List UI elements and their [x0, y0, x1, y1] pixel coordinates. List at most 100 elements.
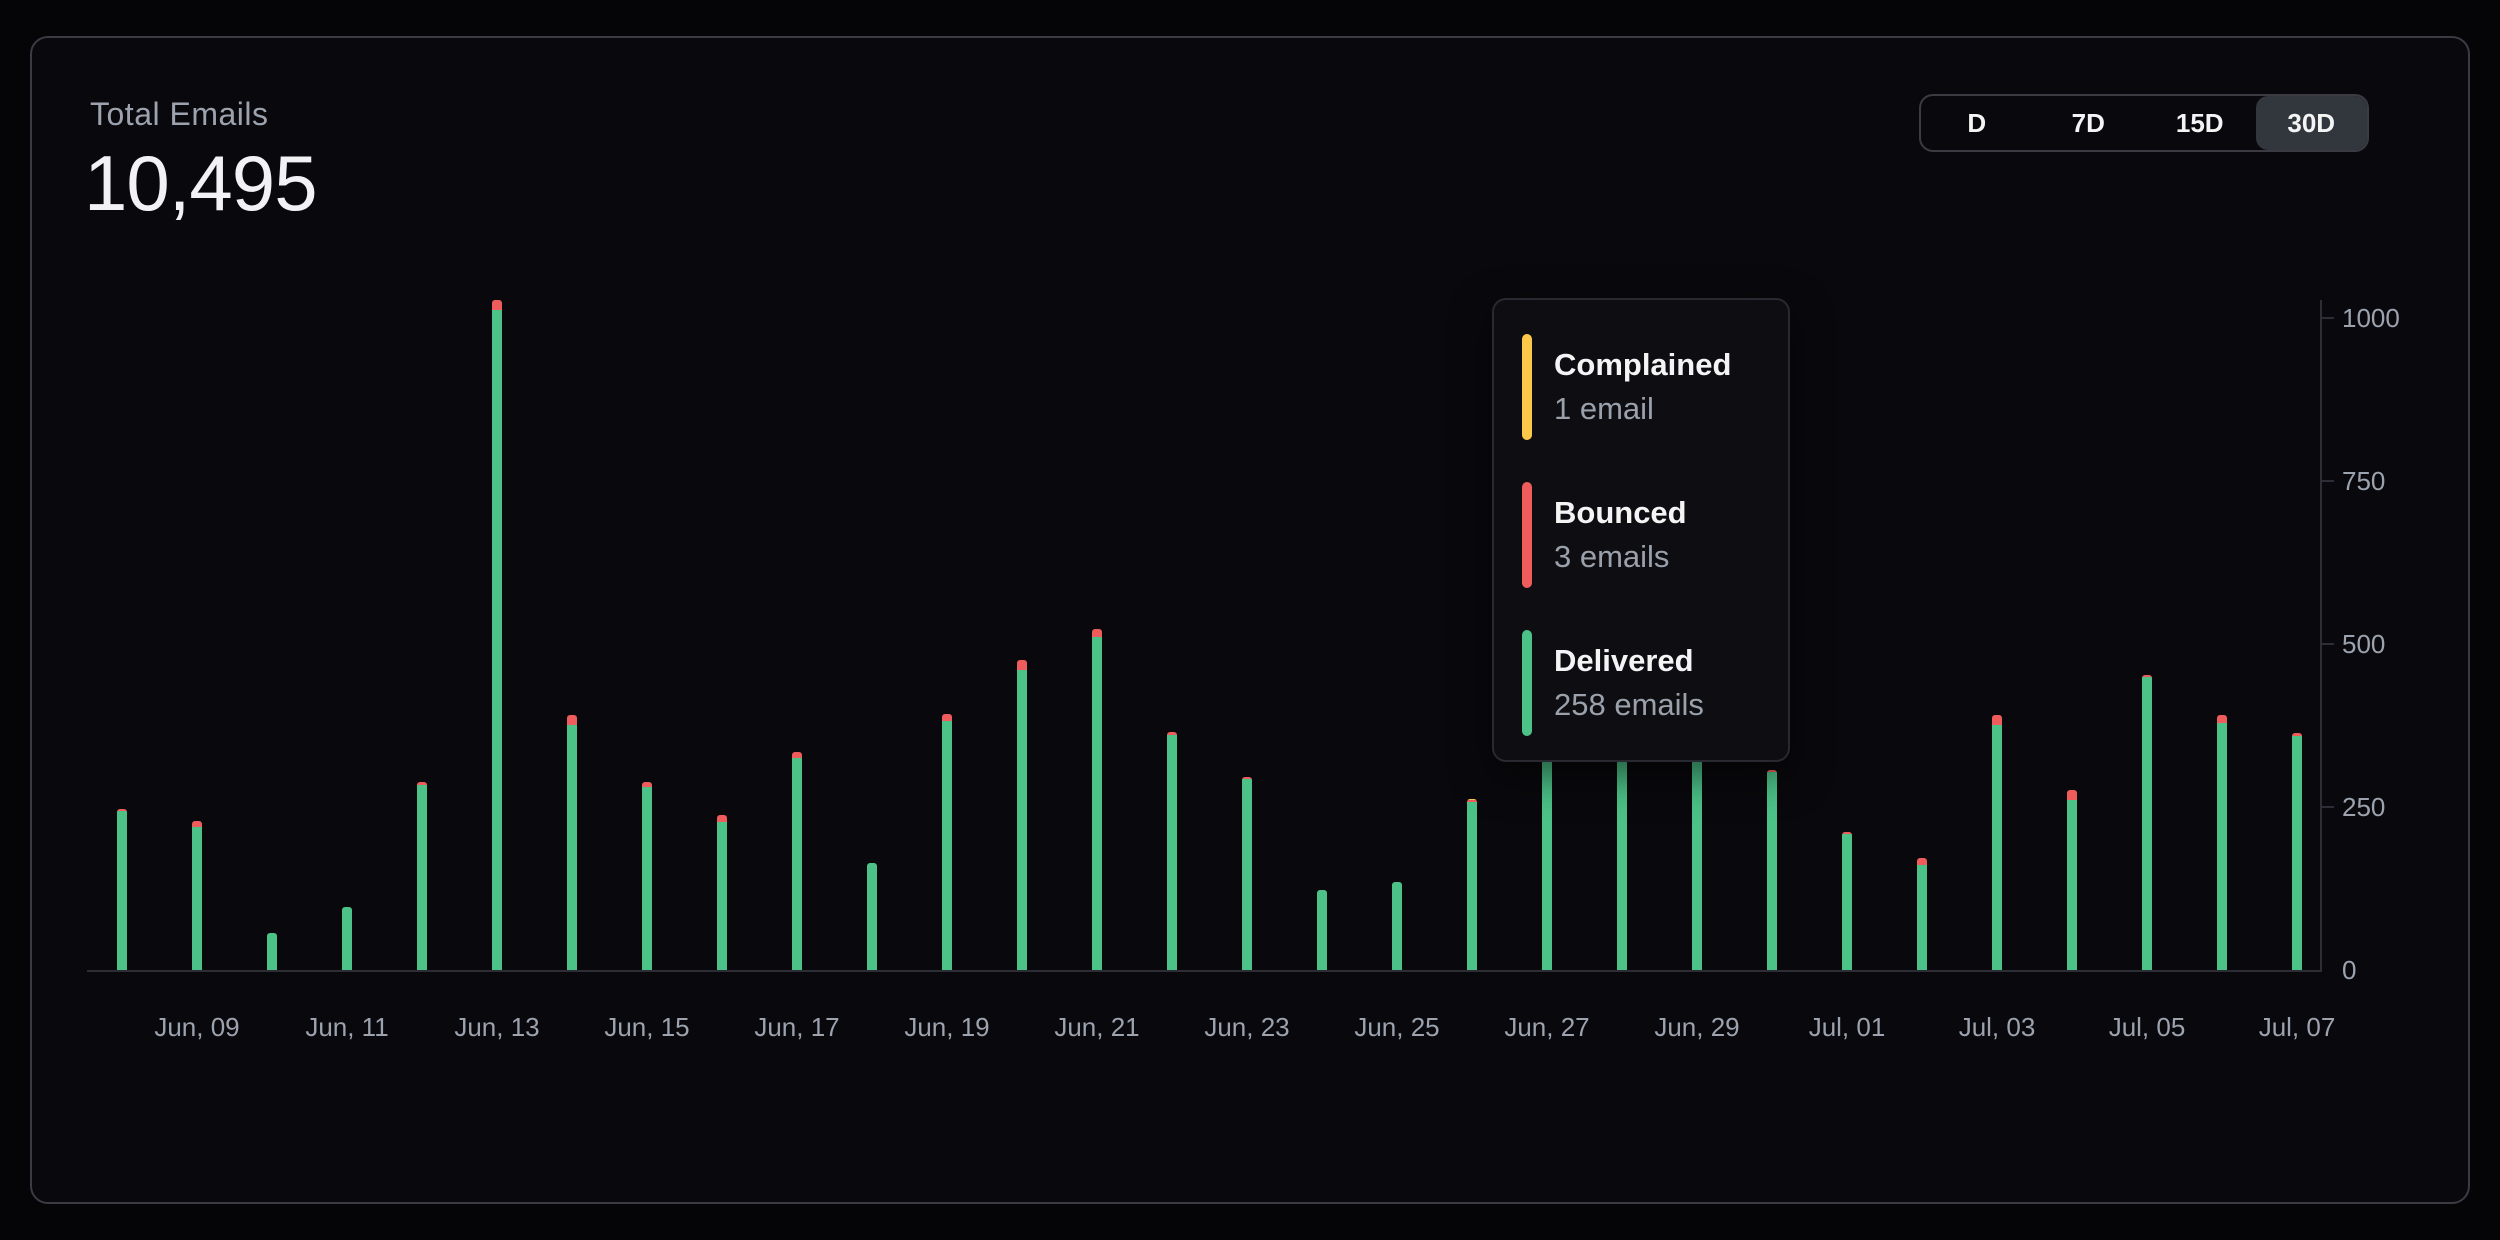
bar-segment-delivered: [942, 721, 952, 970]
bar-jun-13[interactable]: [492, 300, 502, 970]
bar-jun-20[interactable]: [1017, 660, 1027, 970]
bar-jun-21[interactable]: [1092, 629, 1102, 970]
range-option-7d[interactable]: 7D: [2071, 107, 2105, 138]
bar-segment-delivered: [1167, 735, 1177, 970]
bar-segment-delivered: [1017, 670, 1027, 970]
range-option-30d[interactable]: 30D: [2255, 96, 2367, 150]
bar-segment-delivered: [1992, 725, 2002, 970]
bar-segment-bounced: [642, 782, 652, 787]
tooltip-series-value: 3 emails: [1554, 539, 1670, 574]
bar-jul-05[interactable]: [2142, 675, 2152, 970]
bar-jun-24[interactable]: [1317, 890, 1327, 970]
bar-segment-delivered: [492, 310, 502, 970]
bar-jun-12[interactable]: [417, 782, 427, 970]
bounced-swatch: [1522, 482, 1532, 588]
bar-segment-bounced: [1917, 858, 1927, 865]
bar-segment-bounced: [1842, 832, 1852, 834]
emails-bar-chart: 0 250 500 750 1000 Jun, 09 Jun, 11 Jun, 13 Jun,…: [32, 38, 2472, 1206]
bar-jun-16[interactable]: [717, 815, 727, 970]
bar-jul-02[interactable]: [1917, 858, 1927, 970]
bar-segment-bounced: [1092, 629, 1102, 637]
bar-jun-09[interactable]: [192, 821, 202, 970]
tooltip-entry-delivered: Delivered 258 emails: [1522, 630, 1760, 736]
bar-jul-06[interactable]: [2217, 715, 2227, 970]
bar-segment-delivered: [867, 863, 877, 970]
total-emails-card: Total Emails 10,495 D 7D 15D 30D 0 250 500 750…: [30, 36, 2470, 1204]
bar-jun-26[interactable]: [1467, 799, 1477, 970]
bar-segment-delivered: [1917, 865, 1927, 970]
bar-segment-delivered: [342, 907, 352, 970]
bar-jun-10[interactable]: [267, 933, 277, 970]
bar-jun-18[interactable]: [867, 863, 877, 970]
tooltip-texts: Bounced 3 emails: [1554, 495, 1687, 575]
x-tick-label-jun-17: Jun, 17: [754, 1012, 840, 1042]
bar-segment-delivered: [1242, 779, 1252, 970]
bar-segment-delivered: [417, 785, 427, 970]
bar-jun-30[interactable]: [1767, 770, 1777, 970]
range-selector: D 7D 15D 30D: [1919, 94, 2369, 152]
y-tick-label-500: 500: [2342, 629, 2386, 659]
bar-jul-03[interactable]: [1992, 715, 2002, 970]
y-tick-250: [2320, 806, 2334, 808]
bar-jun-19[interactable]: [942, 714, 952, 970]
bar-segment-bounced: [1017, 660, 1027, 670]
tooltip-series-value: 258 emails: [1554, 687, 1704, 722]
bar-jul-04[interactable]: [2067, 790, 2077, 970]
bar-jun-22[interactable]: [1167, 732, 1177, 970]
x-tick-label-jun-27: Jun, 27: [1504, 1012, 1590, 1042]
bar-segment-delivered: [1467, 802, 1477, 970]
bar-segment-bounced: [1467, 800, 1477, 802]
bar-jun-15[interactable]: [642, 782, 652, 970]
bar-segment-bounced: [2067, 790, 2077, 800]
y-tick-1000: [2320, 317, 2334, 319]
y-tick-label-1000: 1000: [2342, 303, 2400, 333]
bar-segment-delivered: [2292, 736, 2302, 970]
range-option-15d[interactable]: 15D: [2175, 107, 2224, 138]
x-tick-label-jun-19: Jun, 19: [904, 1012, 990, 1042]
x-axis-line: [87, 970, 2320, 972]
bar-jun-14[interactable]: [567, 715, 577, 970]
bar-jul-01[interactable]: [1842, 832, 1852, 970]
tooltip-series-name: Complained: [1554, 347, 1732, 382]
bar-segment-bounced: [492, 300, 502, 310]
tooltip-series-name: Delivered: [1554, 643, 1694, 678]
tooltip-series-name: Bounced: [1554, 495, 1687, 530]
x-tick-label-jun-25: Jun, 25: [1354, 1012, 1440, 1042]
bar-segment-delivered: [267, 933, 277, 970]
x-tick-label-jun-09: Jun, 09: [154, 1012, 240, 1042]
x-tick-label-jul-03: Jul, 03: [1958, 1012, 2036, 1042]
bar-segment-bounced: [1992, 715, 2002, 725]
bar-segment-complained: [1467, 799, 1477, 800]
bar-segment-bounced: [2217, 715, 2227, 723]
tooltip-entry-bounced: Bounced 3 emails: [1522, 482, 1760, 588]
y-tick-label-250: 250: [2342, 792, 2386, 822]
bar-segment-bounced: [2142, 675, 2152, 677]
y-tick-label-0: 0: [2342, 955, 2357, 985]
x-tick-label-jun-23: Jun, 23: [1204, 1012, 1290, 1042]
bar-segment-delivered: [192, 827, 202, 970]
tooltip-entry-complained: Complained 1 email: [1522, 334, 1760, 440]
bar-jun-11[interactable]: [342, 907, 352, 970]
bar-jul-07[interactable]: [2292, 733, 2302, 970]
bar-segment-delivered: [1092, 637, 1102, 970]
bar-segment-delivered: [1317, 890, 1327, 970]
bar-segment-delivered: [2067, 800, 2077, 970]
bar-segment-delivered: [567, 725, 577, 970]
bar-segment-bounced: [942, 714, 952, 721]
y-axis-line: [2320, 300, 2322, 972]
y-tick-750: [2320, 480, 2334, 482]
bar-segment-delivered: [1392, 882, 1402, 970]
bar-jun-17[interactable]: [792, 752, 802, 970]
tooltip-series-value: 1 email: [1554, 391, 1654, 426]
bar-jun-08[interactable]: [117, 809, 127, 970]
complained-swatch: [1522, 334, 1532, 440]
bar-jun-25[interactable]: [1392, 882, 1402, 970]
chart-tooltip: Complained 1 email Bounced 3 emails Deli…: [1492, 298, 1790, 762]
x-tick-label-jun-13: Jun, 13: [454, 1012, 540, 1042]
range-option-d[interactable]: D: [1967, 107, 1987, 138]
bar-jun-23[interactable]: [1242, 777, 1252, 970]
x-tick-label-jul-05: Jul, 05: [2108, 1012, 2186, 1042]
x-tick-label-jul-01: Jul, 01: [1808, 1012, 1886, 1042]
bar-segment-bounced: [192, 821, 202, 827]
